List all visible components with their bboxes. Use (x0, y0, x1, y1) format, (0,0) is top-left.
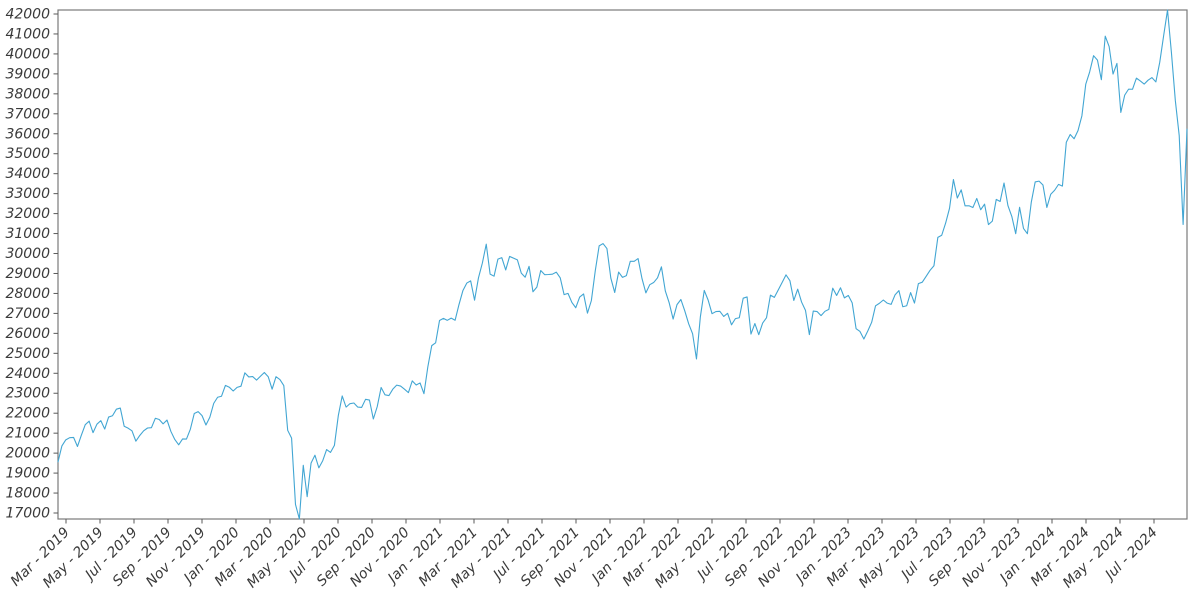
y-tick-label: 22000 (5, 406, 50, 422)
y-axis: 17000 18000 19000 20000 21000 22000 23000 24000… (5, 6, 58, 522)
y-tick-label: 30000 (5, 246, 50, 262)
y-tick-label: 34000 (5, 166, 50, 182)
y-tick-label: 20000 (5, 446, 50, 462)
y-tick-label: 41000 (5, 26, 50, 42)
y-tick-label: 38000 (5, 86, 50, 102)
y-tick-label: 39000 (5, 66, 50, 82)
y-tick-label: 24000 (5, 366, 50, 382)
y-tick-label: 40000 (5, 46, 50, 62)
price-line-group (57, 9, 1188, 520)
y-tick-label: 32000 (5, 206, 50, 222)
y-tick-label: 26000 (5, 326, 50, 342)
y-tick-label: 31000 (5, 226, 50, 242)
y-tick-label: 33000 (5, 186, 50, 202)
y-tick-label: 29000 (5, 266, 50, 282)
y-tick-label: 23000 (5, 386, 50, 402)
price-line (57, 9, 1188, 520)
y-tick-label: 17000 (5, 506, 50, 522)
axes-border (57, 9, 1188, 520)
y-tick-label: 19000 (5, 466, 50, 482)
y-tick-label: 37000 (5, 106, 50, 122)
y-tick-label: 21000 (5, 426, 50, 442)
y-tick-label: 36000 (5, 126, 50, 142)
y-tick-label: 18000 (5, 486, 50, 502)
y-tick-label: 35000 (5, 146, 50, 162)
y-tick-label: 28000 (5, 286, 50, 302)
y-tick-label: 25000 (5, 346, 50, 362)
y-tick-label: 42000 (5, 6, 50, 22)
y-tick-label: 27000 (5, 306, 50, 322)
plot-frame (57, 9, 1188, 520)
